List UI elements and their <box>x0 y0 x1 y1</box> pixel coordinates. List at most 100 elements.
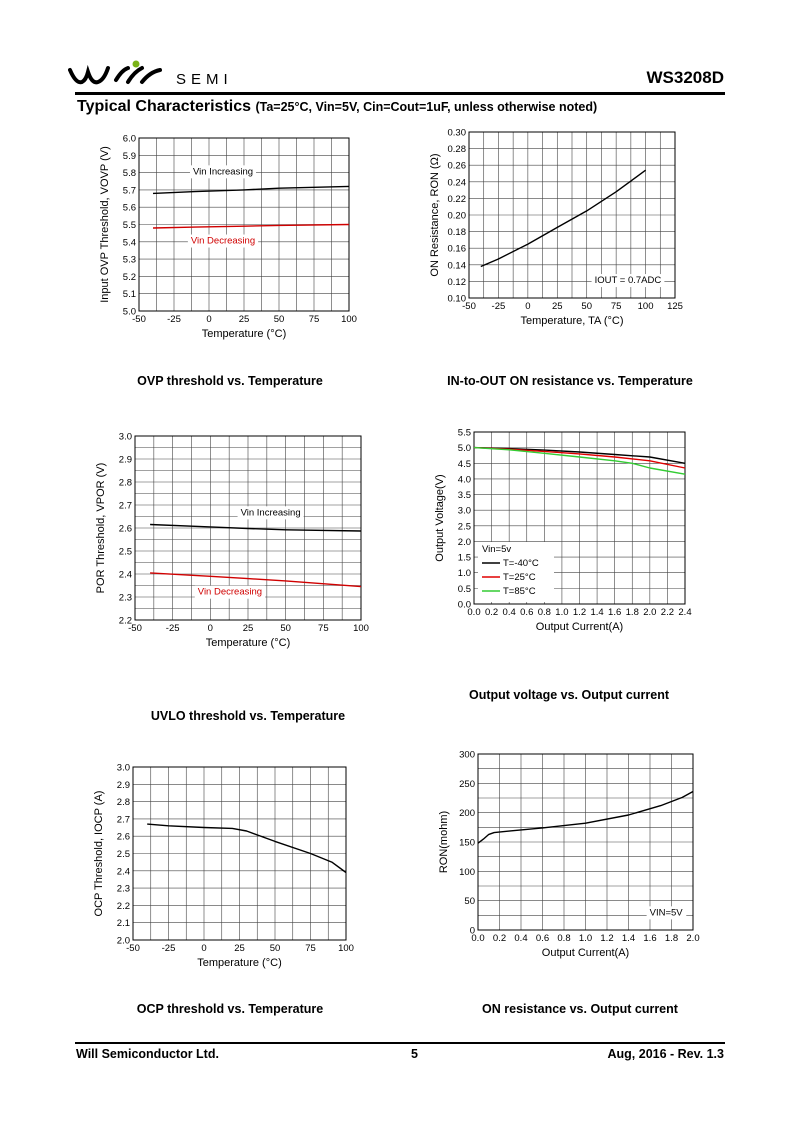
y-tick-label: 250 <box>459 779 475 790</box>
y-tick-label: 0.5 <box>458 584 471 595</box>
y-axis-label: RON(mohm) <box>438 811 450 873</box>
annotation-background <box>187 234 259 248</box>
x-axis-label: Temperature (°C) <box>197 957 281 969</box>
section-heading: Typical Characteristics (Ta=25°C, Vin=5V… <box>77 98 597 116</box>
y-tick-label: 0.0 <box>458 600 471 611</box>
y-tick-label: 0.30 <box>448 128 467 139</box>
x-tick-label: 0 <box>208 623 213 634</box>
x-tick-label: -50 <box>126 943 140 954</box>
x-tick-label: 50 <box>270 943 281 954</box>
annotation-label: Vin Increasing <box>241 507 301 518</box>
x-tick-label: 0 <box>525 301 530 312</box>
x-tick-label: 50 <box>280 623 291 634</box>
x-tick-label: 1.2 <box>573 607 586 618</box>
y-tick-label: 300 <box>459 750 475 761</box>
y-tick-label: 2.6 <box>117 832 130 843</box>
x-tick-label: 0.2 <box>493 933 506 944</box>
plot-frame <box>468 131 676 299</box>
footer-date-revision: Aug, 2016 - Rev. 1.3 <box>607 1047 725 1061</box>
y-tick-label: 1.5 <box>458 553 471 564</box>
series-line <box>480 169 647 268</box>
y-axis-label: OCP Threshold, IOCP (A) <box>93 791 105 917</box>
series-line <box>150 523 362 532</box>
chart-uvlo: -50 -25 0 25 50 75 100 2.2 2.3 2.4 2.5 2.6 2.7 2.8 2.9… <box>95 432 369 650</box>
y-tick-label: 0.28 <box>448 144 467 155</box>
x-tick-label: 50 <box>581 301 592 312</box>
x-tick-label: 100 <box>353 623 369 634</box>
x-tick-label: 100 <box>338 943 354 954</box>
legend-title: Vin=5v <box>482 544 511 555</box>
x-tick-label: 1.2 <box>600 933 613 944</box>
y-tick-label: 0.16 <box>448 244 467 255</box>
x-tick-label: 2.0 <box>686 933 699 944</box>
y-tick-label: 2.1 <box>117 918 130 929</box>
x-axis-label: Output Current(A) <box>542 947 629 959</box>
x-tick-label: 25 <box>239 314 250 325</box>
annotation-label: Vin Decreasing <box>198 587 262 598</box>
will-semi-logo: SEMI <box>68 60 233 88</box>
x-tick-label: 0.4 <box>514 933 527 944</box>
y-tick-label: 2.5 <box>458 521 471 532</box>
x-tick-label: -25 <box>492 301 506 312</box>
caption-ovp: OVP threshold vs. Temperature <box>137 374 323 388</box>
x-tick-label: 100 <box>341 314 357 325</box>
y-tick-label: 2.6 <box>119 524 132 535</box>
y-axis-label: POR Threshold, VPOR (V) <box>95 463 107 594</box>
x-tick-label: 0.8 <box>538 607 551 618</box>
annotation-background <box>237 506 304 520</box>
y-tick-label: 2.0 <box>117 936 130 947</box>
y-tick-label: 2.2 <box>117 901 130 912</box>
plot-frame <box>477 753 694 931</box>
x-tick-label: 1.8 <box>626 607 639 618</box>
x-tick-label: 75 <box>318 623 329 634</box>
x-tick-label: 0 <box>201 943 206 954</box>
y-tick-label: 2.9 <box>119 455 132 466</box>
y-tick-label: 3.0 <box>458 506 471 517</box>
part-number: WS3208D <box>646 68 724 87</box>
x-tick-label: 25 <box>552 301 563 312</box>
x-tick-label: -25 <box>162 943 176 954</box>
footer-page-number: 5 <box>411 1047 418 1061</box>
y-tick-label: 150 <box>459 838 475 849</box>
y-tick-label: 5.0 <box>458 443 471 454</box>
chart-ovp: -50 -25 0 25 50 75 100 5.0 5.1 5.2 5.3 5.4 5.5 5.6 5.7… <box>99 134 357 341</box>
y-tick-label: 5.0 <box>123 307 136 318</box>
plot-frame <box>132 766 347 941</box>
y-tick-label: 2.4 <box>119 570 132 581</box>
annotation-label: Vin Decreasing <box>191 236 255 247</box>
x-tick-label: 0 <box>206 314 211 325</box>
series-line <box>150 572 362 588</box>
x-tick-label: 0.2 <box>485 607 498 618</box>
y-tick-label: 2.7 <box>119 501 132 512</box>
y-tick-label: 0.14 <box>448 260 467 271</box>
x-tick-label: 2.0 <box>643 607 656 618</box>
y-tick-label: 3.0 <box>117 763 130 774</box>
section-conditions: (Ta=25°C, Vin=5V, Cin=Cout=1uF, unless o… <box>255 100 598 114</box>
x-tick-label: 1.6 <box>608 607 621 618</box>
x-tick-label: 1.4 <box>622 933 635 944</box>
chart-ron_iout: 0.0 0.2 0.4 0.6 0.8 1.0 1.2 1.4 1.6 1.8 2.0 0 50 100 1… <box>438 750 700 960</box>
x-tick-label: 0.0 <box>471 933 484 944</box>
y-tick-label: 200 <box>459 808 475 819</box>
x-tick-label: 75 <box>309 314 320 325</box>
annotation-background <box>646 906 687 920</box>
y-axis-label: ON Resistance, RON (Ω) <box>429 153 441 276</box>
y-tick-label: 2.8 <box>119 478 132 489</box>
x-tick-label: 0.4 <box>503 607 516 618</box>
legend-entry: T=25°C <box>503 572 536 583</box>
footer-rule <box>75 1042 725 1044</box>
y-axis-label: Output Voltage(V) <box>434 474 446 561</box>
y-tick-label: 0.22 <box>448 194 467 205</box>
y-tick-label: 0.24 <box>448 177 467 188</box>
section-title: Typical Characteristics <box>77 98 252 115</box>
annotation-label: VIN=5V <box>650 907 684 918</box>
logo-text: SEMI <box>176 71 233 88</box>
legend-entry: T=85°C <box>503 586 536 597</box>
x-tick-label: -25 <box>167 314 181 325</box>
chart-ron_temp: -50 -25 0 25 50 75 100 125 0.10 0.12 0.14 0.16 0.18 0… <box>429 128 683 328</box>
caption-vout-iout: Output voltage vs. Output current <box>468 688 669 702</box>
y-tick-label: 2.7 <box>117 814 130 825</box>
y-tick-label: 0.18 <box>448 227 467 238</box>
y-tick-label: 6.0 <box>123 134 136 145</box>
